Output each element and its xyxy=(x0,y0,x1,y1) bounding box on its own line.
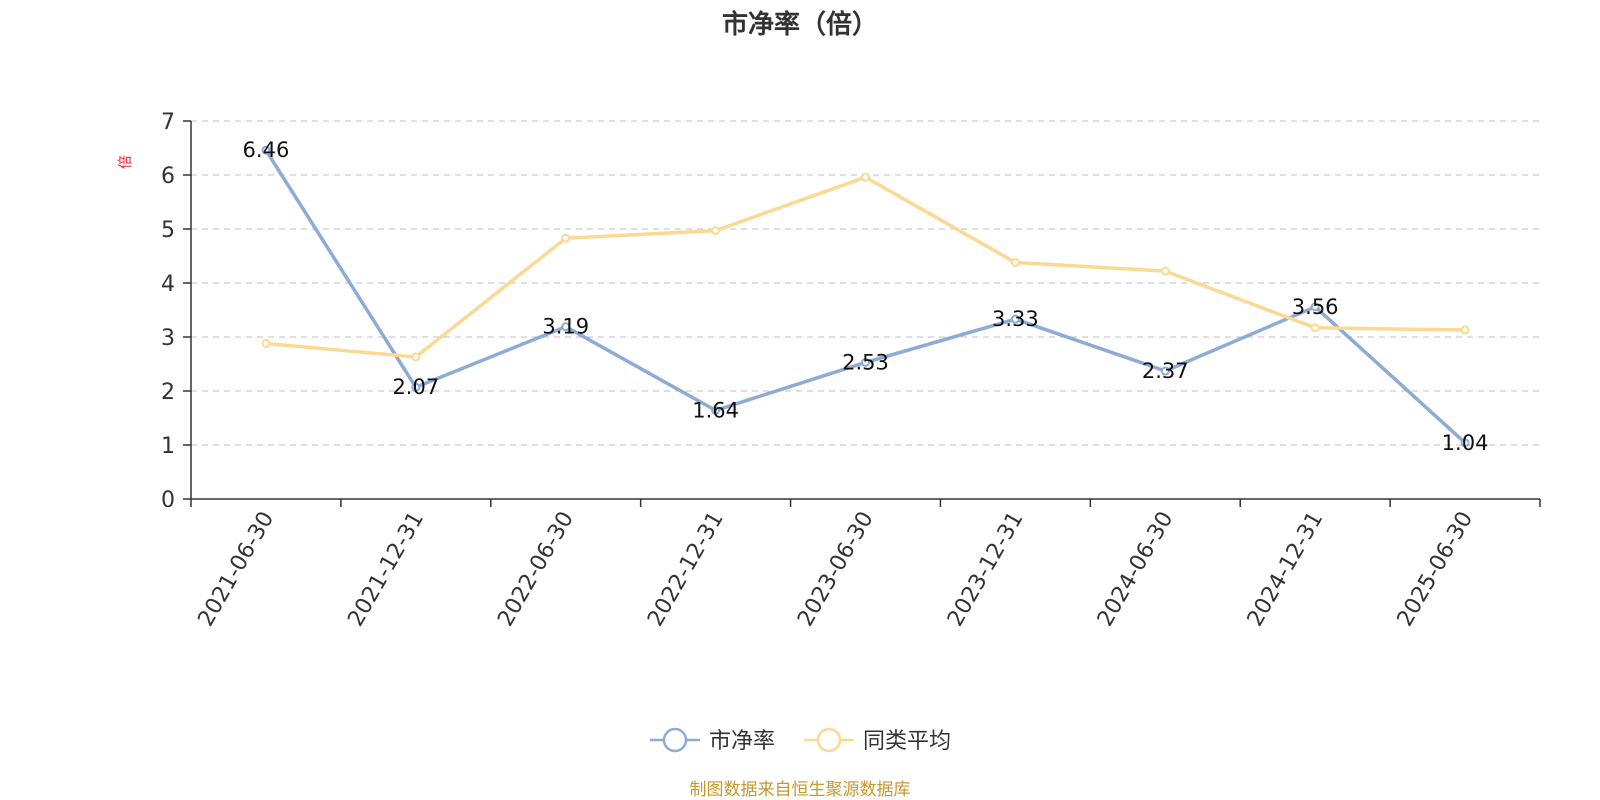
data-point xyxy=(1310,323,1320,333)
x-tick-label: 2021-06-30 xyxy=(194,508,280,631)
data-point xyxy=(1310,302,1320,312)
x-tick-label: 2025-06-30 xyxy=(1393,508,1479,631)
y-tick-label: 4 xyxy=(161,272,175,297)
legend-label: 同类平均 xyxy=(863,729,951,754)
legend-item-1[interactable]: 市净率 xyxy=(650,727,775,754)
legend-marker xyxy=(816,727,842,753)
data-point xyxy=(561,322,571,332)
legend-label: 市净率 xyxy=(709,729,775,754)
data-point xyxy=(1460,438,1470,448)
data-label: 2.07 xyxy=(392,375,439,399)
data-point xyxy=(1010,257,1020,267)
legend[interactable]: 市净率 同类平均 xyxy=(650,727,951,754)
data-point xyxy=(1010,314,1020,324)
data-labels: 6.46 2.07 3.19 1.64 2.53 3.33 2.37 3.56 1.04 xyxy=(243,138,1489,455)
data-label: 1.64 xyxy=(692,398,739,422)
legend-item-2[interactable]: 同类平均 xyxy=(804,727,951,754)
data-label: 3.19 xyxy=(542,315,589,339)
y-tick-label: 3 xyxy=(161,326,175,351)
data-label: 6.46 xyxy=(243,138,290,162)
data-point xyxy=(711,226,721,236)
x-tick-label: 2023-06-30 xyxy=(793,508,879,631)
y-tick-label: 2 xyxy=(161,380,175,405)
data-point xyxy=(561,233,571,243)
data-label: 1.04 xyxy=(1442,431,1489,455)
x-tick-label: 2024-06-30 xyxy=(1093,508,1179,631)
data-source-note: 制图数据来自恒生聚源数据库 xyxy=(690,780,911,800)
data-label: 3.33 xyxy=(992,307,1039,331)
series-line-2 xyxy=(265,175,1466,359)
data-point xyxy=(1160,266,1170,276)
series-lines xyxy=(261,145,1470,448)
x-tick-label: 2022-12-31 xyxy=(643,508,729,631)
data-point xyxy=(411,352,421,362)
x-tick-label: 2023-12-31 xyxy=(943,508,1029,631)
chart-title: 市净率（倍） xyxy=(722,9,878,40)
data-point xyxy=(261,338,271,348)
data-label: 3.56 xyxy=(1292,295,1339,319)
data-point xyxy=(411,382,421,392)
y-tick-label: 6 xyxy=(161,164,175,189)
data-point xyxy=(861,357,870,367)
y-axis-unit-label: 倍 xyxy=(118,155,134,169)
y-tick-label: 1 xyxy=(161,434,175,459)
y-tick-label: 0 xyxy=(161,488,175,513)
x-tick-label: 2022-06-30 xyxy=(493,508,579,631)
data-label: 2.37 xyxy=(1142,359,1189,383)
data-point xyxy=(711,405,721,415)
x-tick-label: 2024-12-31 xyxy=(1243,508,1329,631)
data-point xyxy=(261,145,271,155)
data-label: 2.53 xyxy=(842,350,889,374)
x-tick-label: 2021-12-31 xyxy=(343,508,429,631)
series-line-1 xyxy=(264,149,1467,445)
legend-marker xyxy=(662,727,688,753)
data-point xyxy=(1460,325,1470,335)
data-point xyxy=(861,172,870,182)
data-point xyxy=(1160,366,1170,376)
y-tick-label: 5 xyxy=(161,218,175,243)
y-tick-label: 7 xyxy=(161,110,175,135)
